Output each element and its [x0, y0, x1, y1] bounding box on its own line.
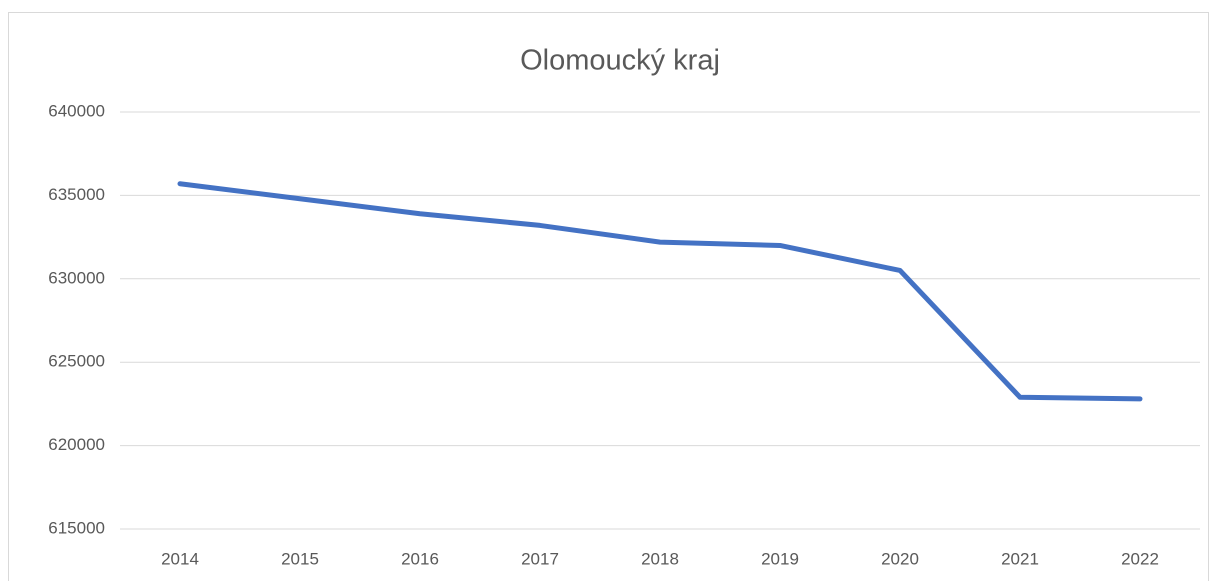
x-tick-label: 2019 [761, 549, 799, 568]
x-tick-label: 2021 [1001, 549, 1039, 568]
x-tick-label: 2022 [1121, 549, 1159, 568]
chart-title: Olomoucký kraj [520, 45, 720, 77]
chart-border [8, 12, 1209, 581]
x-tick-label: 2015 [281, 549, 319, 568]
x-tick-label: 2016 [401, 549, 439, 568]
x-tick-label: 2014 [161, 549, 199, 568]
y-tick-label: 640000 [48, 101, 105, 120]
y-tick-label: 615000 [48, 518, 105, 537]
data-line [177, 181, 1143, 402]
y-tick-label: 630000 [48, 268, 105, 287]
y-tick-label: 625000 [48, 352, 105, 371]
y-tick-label: 620000 [48, 435, 105, 454]
x-tick-label: 2020 [881, 549, 919, 568]
y-tick-label: 635000 [48, 185, 105, 204]
x-tick-label: 2017 [521, 549, 559, 568]
x-tick-label: 2018 [641, 549, 679, 568]
